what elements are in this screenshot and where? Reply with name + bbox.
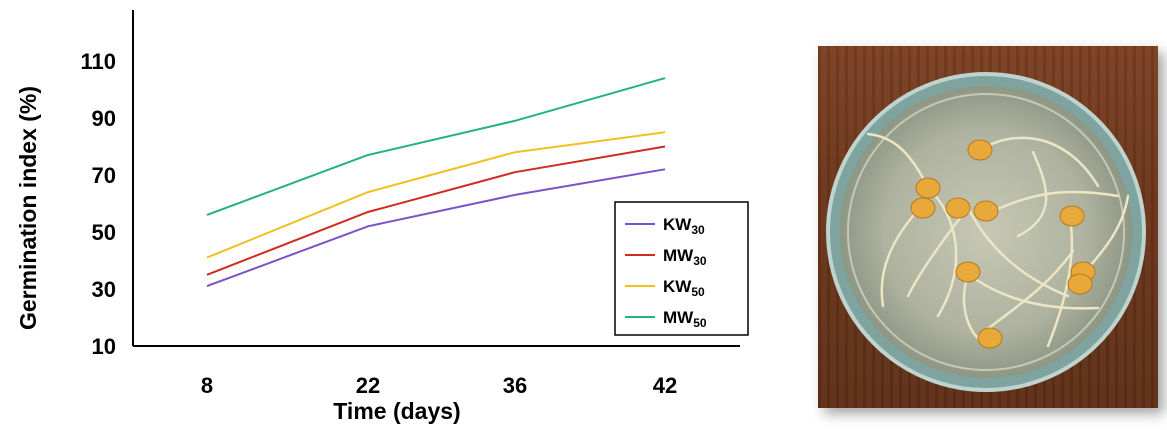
- x-tick-label: 22: [356, 373, 380, 398]
- petri-dish-photo: [818, 46, 1158, 408]
- x-tick-label: 8: [201, 373, 213, 398]
- dish-inner-rim: [847, 93, 1125, 371]
- x-tick-label: 36: [503, 373, 527, 398]
- y-tick-label: 30: [92, 277, 116, 302]
- x-axis: 8 22 36 42: [133, 345, 740, 398]
- sprout: [1016, 150, 1048, 238]
- legend-label: KW30: [663, 215, 705, 237]
- y-tick-label: 70: [92, 163, 116, 188]
- y-axis-title: Germination index (%): [15, 86, 41, 330]
- seeds: [910, 139, 1096, 349]
- y-tick-label: 110: [81, 49, 117, 74]
- sprout: [906, 206, 970, 298]
- x-tick-label: 42: [653, 373, 677, 398]
- sprout: [866, 132, 930, 190]
- legend-label-main: KW: [663, 277, 692, 296]
- y-axis: 10 30 50 70 90 110: [81, 10, 134, 359]
- legend-label-main: KW: [663, 215, 692, 234]
- legend-label-subscript: 30: [691, 223, 705, 237]
- sprout: [976, 249, 1075, 338]
- series-line-kw30: [206, 168, 666, 288]
- legend-label-main: MW: [663, 308, 694, 327]
- series-lines: [206, 77, 666, 288]
- germination-line-chart: 10 30 50 70 90 110 8 22 36 42 Germination index …: [15, 10, 749, 424]
- sprout: [966, 206, 1070, 298]
- series-line-kw50: [206, 131, 666, 259]
- sprouts: [866, 132, 1130, 348]
- corn-seed: [915, 177, 941, 199]
- legend-label: KW50: [663, 277, 705, 299]
- legend-label-main: MW: [663, 246, 694, 265]
- corn-seed: [977, 327, 1003, 349]
- sprout: [926, 186, 958, 318]
- series-line-mw50: [206, 77, 666, 216]
- corn-seed: [1059, 205, 1085, 227]
- y-tick-label: 10: [92, 334, 116, 359]
- series-line-mw30: [206, 145, 666, 276]
- corn-seed: [910, 197, 936, 219]
- corn-seed: [1067, 273, 1093, 295]
- dish-base: [840, 86, 1132, 378]
- legend-label: MW50: [663, 308, 707, 330]
- corn-seed: [955, 261, 981, 283]
- corn-seed: [945, 197, 971, 219]
- sprout: [880, 214, 915, 308]
- legend-label: MW30: [663, 246, 707, 268]
- x-axis-title: Time (days): [333, 398, 460, 424]
- y-tick-label: 90: [92, 106, 116, 131]
- sprout: [966, 272, 1100, 310]
- sprout: [976, 136, 1100, 188]
- legend-label-subscript: 50: [693, 316, 707, 330]
- corn-seed: [973, 200, 999, 222]
- legend-label-subscript: 50: [691, 285, 705, 299]
- corn-seed: [967, 139, 993, 161]
- y-tick-label: 50: [92, 220, 116, 245]
- legend-label-subscript: 30: [693, 254, 707, 268]
- petri-dish-illustration: [826, 72, 1146, 392]
